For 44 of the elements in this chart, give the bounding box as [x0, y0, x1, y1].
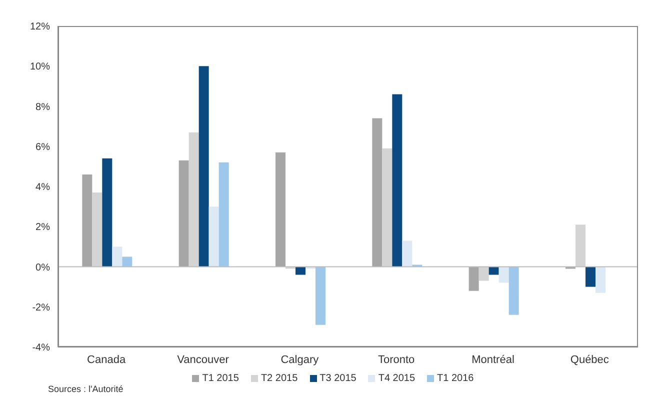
x-tick-label: Calgary: [280, 354, 320, 366]
bar: [576, 224, 586, 267]
y-tick-label: 0%: [36, 262, 50, 274]
legend-label: T3 2015: [320, 373, 356, 384]
bar: [468, 266, 479, 291]
bar: [402, 240, 412, 267]
y-tick-label: -2%: [32, 302, 50, 314]
bar: [276, 152, 286, 267]
bar: [178, 160, 189, 267]
legend-label: T4 2015: [378, 373, 416, 384]
bar: [586, 266, 596, 287]
bar: [316, 266, 326, 325]
source-note: Sources : l'Autorité: [48, 384, 124, 394]
bar: [208, 206, 219, 267]
y-tick-label: 6%: [36, 142, 50, 153]
y-tick-label: 2%: [36, 222, 50, 234]
bar: [382, 148, 392, 267]
bar: [392, 94, 402, 267]
bar: [508, 266, 519, 315]
y-tick-label: 4%: [36, 182, 50, 194]
bar: [198, 66, 209, 267]
bar: [498, 266, 509, 283]
bar: [122, 256, 132, 267]
bar: [82, 174, 92, 267]
bar: [372, 118, 382, 267]
y-tick-label: -4%: [32, 342, 50, 354]
x-tick-label: Toronto: [378, 354, 415, 366]
bar: [188, 132, 199, 267]
bar: [596, 266, 606, 293]
x-tick-label: Montréal: [472, 354, 514, 366]
bar: [112, 246, 122, 267]
y-tick-label: 12%: [30, 22, 50, 33]
bar: [478, 266, 489, 281]
x-tick-label: Canada: [87, 354, 126, 366]
legend-label: T1 2016: [437, 373, 474, 384]
bar: [102, 158, 112, 267]
y-tick-label: 10%: [30, 62, 50, 73]
y-tick-label: 8%: [36, 102, 50, 113]
x-tick-label: Québec: [570, 354, 610, 366]
x-tick-label: Vancouver: [177, 354, 230, 366]
bar: [92, 192, 102, 267]
bar: [218, 162, 229, 267]
legend-label: T2 2015: [260, 373, 298, 384]
legend-label: T1 2015: [202, 373, 239, 384]
